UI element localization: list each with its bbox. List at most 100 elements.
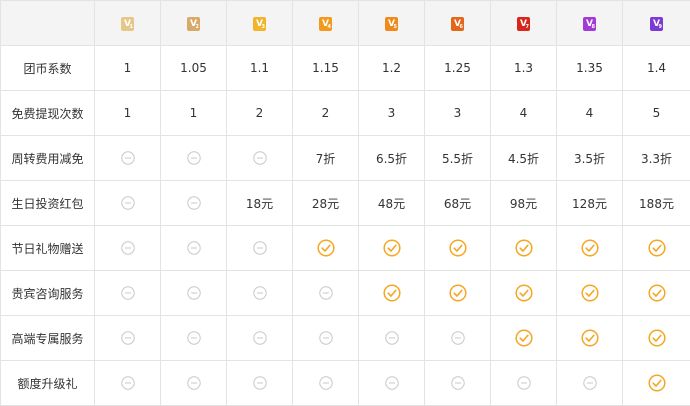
vip-level-number: 2 [195,24,199,31]
not-available-icon [252,151,267,165]
benefit-value-cell: 1 [160,90,227,136]
not-available-icon [318,286,333,300]
benefit-value-cell: 1.25 [424,45,491,91]
check-icon [647,239,666,257]
benefit-value-cell [424,270,491,316]
header-corner-cell [0,0,95,46]
benefit-value-text: 68元 [443,196,472,211]
benefit-value-text: 1 [189,106,198,120]
benefit-value-cell: 48元 [358,180,425,226]
check-icon [382,239,401,257]
vip-level-number: 9 [658,24,662,31]
benefit-value-cell [622,315,690,361]
vip-level-glyph: V [454,18,461,29]
check-icon [448,239,467,257]
benefit-label: 团币系数 [0,45,95,91]
benefit-value-cell [94,225,161,271]
benefit-label: 贵宾咨询服务 [0,270,95,316]
benefit-value-cell: 4.5折 [490,135,557,181]
check-icon [514,239,533,257]
not-available-icon [120,331,135,345]
not-available-icon [318,331,333,345]
benefit-value-cell [94,360,161,406]
benefit-value-cell: 4 [490,90,557,136]
benefit-value-cell: 1.4 [622,45,690,91]
benefit-value-text: 1.2 [381,61,402,75]
not-available-icon [120,241,135,255]
benefit-label: 免费提现次数 [0,90,95,136]
vip-level-number: 7 [525,24,529,31]
benefit-value-text: 3.3折 [640,151,673,166]
benefit-value-cell [490,315,557,361]
benefit-value-cell [556,270,623,316]
benefit-value-text: 4.5折 [507,151,540,166]
benefit-row: 节日礼物赠送 [0,225,690,271]
not-available-icon [120,151,135,165]
not-available-icon [186,376,201,390]
benefit-value-cell: 1.2 [358,45,425,91]
vip-level-number: 4 [327,24,331,31]
benefit-label: 节日礼物赠送 [0,225,95,271]
benefit-value-cell [226,135,293,181]
benefit-value-cell [622,270,690,316]
not-available-icon [186,241,201,255]
benefit-value-cell [556,225,623,271]
benefit-value-cell [556,315,623,361]
not-available-icon [582,376,597,390]
not-available-icon [120,286,135,300]
not-available-icon [516,376,531,390]
vip-level-glyph: V [520,18,527,29]
benefit-value-cell [226,270,293,316]
check-icon [647,374,666,392]
benefit-value-cell: 68元 [424,180,491,226]
vip-level-glyph: V [322,18,329,29]
benefit-value-cell [94,315,161,361]
vip-level-glyph: V [586,18,593,29]
benefit-value-cell: 1.35 [556,45,623,91]
benefit-row: 贵宾咨询服务 [0,270,690,316]
benefit-value-cell: 3 [424,90,491,136]
benefit-value-cell [292,225,359,271]
benefit-value-text: 6.5折 [375,151,408,166]
benefit-label: 高端专属服务 [0,315,95,361]
benefit-value-text: 1.05 [180,61,207,75]
benefit-label: 生日投资红包 [0,180,95,226]
vip-level-number: 1 [129,24,133,31]
benefit-row: 生日投资红包 18元 28元 48元 68元 98元 128元 188元 [0,180,690,226]
benefit-value-cell: 1.3 [490,45,557,91]
check-icon [382,284,401,302]
benefit-value-cell [358,225,425,271]
benefit-value-cell [94,135,161,181]
vip-level-glyph: V [388,18,395,29]
benefit-value-text: 4 [519,106,528,120]
benefit-value-cell: 188元 [622,180,690,226]
benefit-value-cell [358,270,425,316]
benefit-value-cell: 2 [226,90,293,136]
check-icon [514,329,533,347]
not-available-icon [384,376,399,390]
vip-level-number: 8 [591,24,595,31]
benefit-value-text: 2 [321,106,330,120]
benefit-value-cell: 1.05 [160,45,227,91]
benefit-value-text: 1 [123,106,132,120]
benefit-row: 高端专属服务 [0,315,690,361]
vip-level-glyph: V [653,18,660,29]
benefit-value-cell: 6.5折 [358,135,425,181]
benefit-value-text: 3.5折 [573,151,606,166]
benefit-value-cell [94,270,161,316]
not-available-icon [186,286,201,300]
benefit-value-cell: 5.5折 [424,135,491,181]
benefit-value-cell: 2 [292,90,359,136]
not-available-icon [186,331,201,345]
benefit-value-cell: 4 [556,90,623,136]
benefit-value-cell: 1.15 [292,45,359,91]
